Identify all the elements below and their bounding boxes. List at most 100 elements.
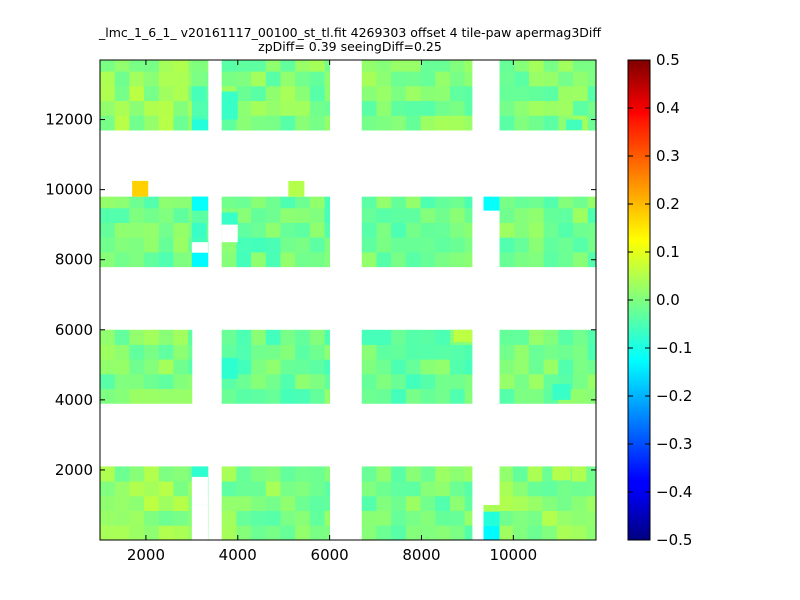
heatmap-cell [464,481,473,497]
heatmap-cell [265,466,281,482]
heatmap-cell [361,466,377,482]
heatmap-cell [158,196,174,209]
heatmap-cell [280,495,296,511]
heatmap-cell [391,196,407,209]
heatmap-cell [173,196,189,209]
heatmap-cell [420,237,436,253]
heatmap-cell [420,115,436,131]
heatmap-cell [265,207,281,223]
heatmap-cell [543,85,559,102]
heatmap-cell [191,466,208,477]
heatmap-cell [376,85,392,102]
heatmap-cell [391,85,407,102]
x-tick-label: 6000 [311,546,349,564]
heatmap-cell [129,100,145,116]
heatmap-cell [324,237,331,253]
heatmap-cell [265,495,281,511]
heatmap-cell [405,388,421,404]
heatmap-cell [280,510,296,526]
heatmap-cell [188,510,193,526]
y-tick-label: 6000 [55,321,93,339]
heatmap-cell [464,495,473,511]
heatmap-cell [464,85,473,102]
heatmap-cell [405,100,421,116]
heatmap-cell [420,481,436,497]
heatmap-cell [114,510,130,526]
heatmap-cell [483,196,500,211]
heatmap-cell [280,373,296,390]
heatmap-cell [324,252,331,268]
heatmap-cell [586,525,597,541]
heatmap-cell [236,344,252,360]
heatmap-cell [527,525,543,541]
heatmap-cell [295,329,311,345]
heatmap-cell [558,196,574,209]
heatmap-cell [405,85,421,102]
heatmap-cell [324,329,331,345]
heatmap-cell [527,466,543,482]
heatmap-cell [280,60,296,72]
heatmap-cell [129,60,145,72]
heatmap-cell [251,237,267,253]
heatmap-cell [251,100,267,116]
heatmap-cell [558,222,574,238]
heatmap-cell [100,495,116,511]
heatmap-cell [158,85,174,102]
heatmap-cell [206,71,209,87]
heatmap-cell [435,510,451,526]
heatmap-cell [376,237,392,253]
heatmap-cell [361,388,377,404]
heatmap-cell [573,237,589,253]
heatmap-cell [221,60,237,72]
heatmap-cell [376,510,392,526]
heatmap-cell [158,71,174,87]
heatmap-cell [324,196,331,209]
heatmap-cell [251,525,267,541]
heatmap-cell [236,222,252,238]
heatmap-cell [324,495,331,511]
heatmap-cell [587,359,597,375]
heatmap-cell [280,100,296,116]
heatmap-cell [144,207,160,223]
heatmap-cell [309,495,325,511]
heatmap-cell [361,207,377,223]
heatmap-cell [158,252,174,268]
heatmap-cell [280,252,296,268]
heatmap-cell [265,329,281,345]
heatmap-cell [295,466,311,482]
heatmap-cell [100,466,116,482]
heatmap-cell [420,60,436,72]
heatmap-cell [435,252,451,268]
heatmap-cell [587,71,597,87]
heatmap-cell [405,495,421,511]
heatmap-cell [498,481,514,497]
heatmap-cell [236,329,252,345]
heatmap-cell [528,252,545,268]
heatmap-cell [405,207,421,223]
heatmap-cell [295,207,311,223]
heatmap-cell [144,115,160,131]
heatmap-cell [514,373,530,390]
heatmap-cell [391,222,407,238]
heatmap-cell [586,495,597,511]
heatmap-cell [543,196,559,209]
heatmap-cell [295,481,311,497]
heatmap-cell [558,344,574,360]
heatmap-cell [361,344,377,360]
heatmap-cell [376,71,392,87]
heatmap-cell [221,481,237,497]
heatmap-cell [295,510,311,526]
colorbar-tick-label: −0.2 [656,387,692,405]
heatmap-cell [114,85,130,102]
heatmap-cell [158,60,174,72]
heatmap-cell [449,466,466,482]
heatmap-cell [236,388,252,404]
heatmap-cell [114,373,130,390]
heatmap-cell [435,495,451,511]
heatmap-cell [221,252,237,268]
heatmap-cell [573,373,589,390]
heatmap-cell [144,344,160,360]
colorbar-tick-label: −0.1 [656,339,692,357]
heatmap-cell [573,329,589,345]
heatmap-cell [144,481,160,497]
